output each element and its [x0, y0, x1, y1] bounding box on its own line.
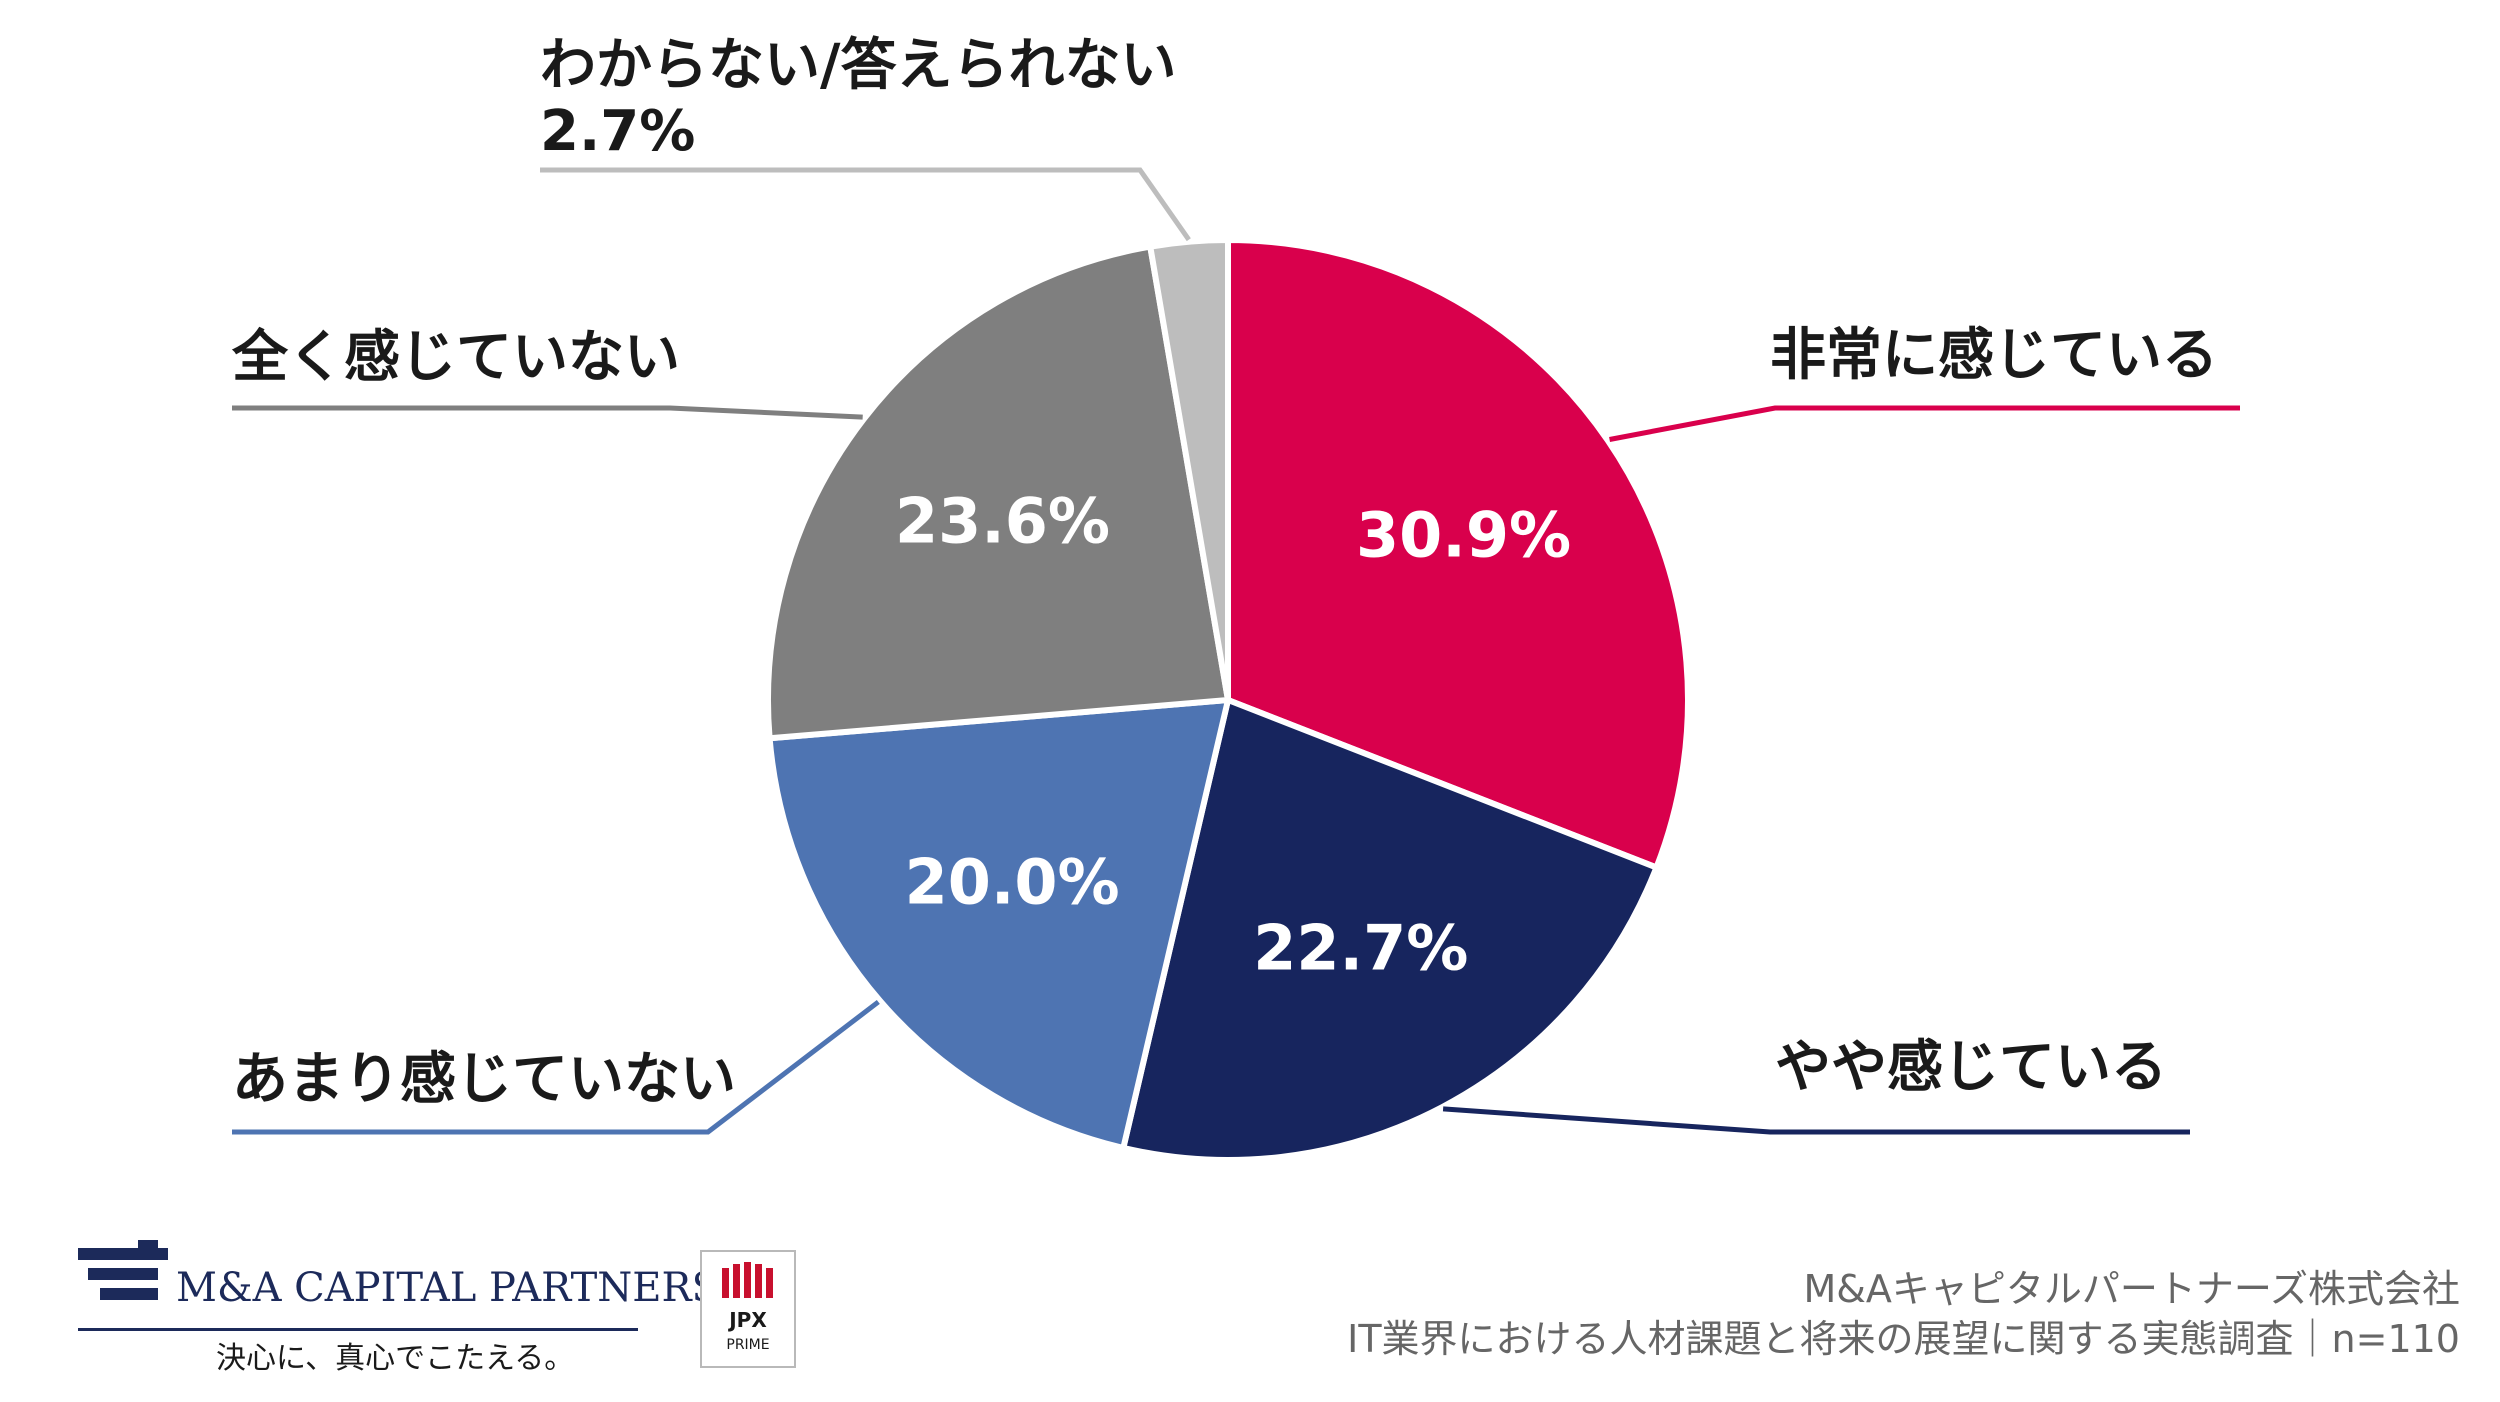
- company-tagline: 決心に、真心でこたえる。: [216, 1341, 575, 1376]
- company-logo-mark: [78, 1240, 168, 1300]
- leader-line-not-at-all: [232, 405, 863, 420]
- value-label-very-much: 30.9%: [1356, 498, 1571, 571]
- jpx-prime-logo: JPX PRIME: [700, 1250, 796, 1368]
- value-label-not-much: 20.0%: [905, 845, 1120, 918]
- value-label-somewhat: 22.7%: [1253, 911, 1468, 984]
- pie-slice-not-much: [766, 697, 1231, 1151]
- leader-line-dont-know: [540, 167, 1191, 242]
- prime-label: PRIME: [726, 1337, 770, 1353]
- inner-value-labels: 30.9% 22.7% 20.0% 23.6%: [895, 484, 1571, 984]
- label-not-much: あまり感じていない: [232, 1047, 736, 1112]
- label-not-at-all: 全く感じていない: [232, 325, 680, 390]
- leader-line-somewhat: [1442, 1106, 2190, 1135]
- footer-survey: IT業界における人材課題と将来の展望に関する実態調査｜n=110: [1347, 1317, 2460, 1361]
- pie-slice-very-much: [1225, 237, 1691, 871]
- jpx-mark-icon: [722, 1262, 773, 1298]
- leader-lines: [232, 167, 2240, 1135]
- leader-line-not-much: [232, 999, 880, 1135]
- pie-slice-somewhat: [1120, 697, 1660, 1163]
- label-somewhat: やや感じている: [1775, 1035, 2167, 1100]
- company-logo: M&A CAPITAL PARTNERS: [176, 1265, 719, 1311]
- leader-line-very-much: [1609, 405, 2240, 442]
- value-label-not-at-all: 23.6%: [895, 484, 1110, 557]
- pie-slices: [765, 237, 1691, 1163]
- label-very-much: 非常に感じている: [1770, 323, 2218, 388]
- logo-underline: [78, 1328, 638, 1331]
- jpx-label: JPX: [729, 1308, 767, 1332]
- value-dont-know: 2.7%: [540, 99, 696, 164]
- label-dont-know: わからない/答えられない: [540, 33, 1177, 98]
- footer-company: M&Aキャピタルパートナーズ株式会社: [1803, 1267, 2460, 1311]
- pie-slice-not-at-all: [765, 243, 1231, 742]
- pie-slice-dont-know: [1147, 237, 1231, 703]
